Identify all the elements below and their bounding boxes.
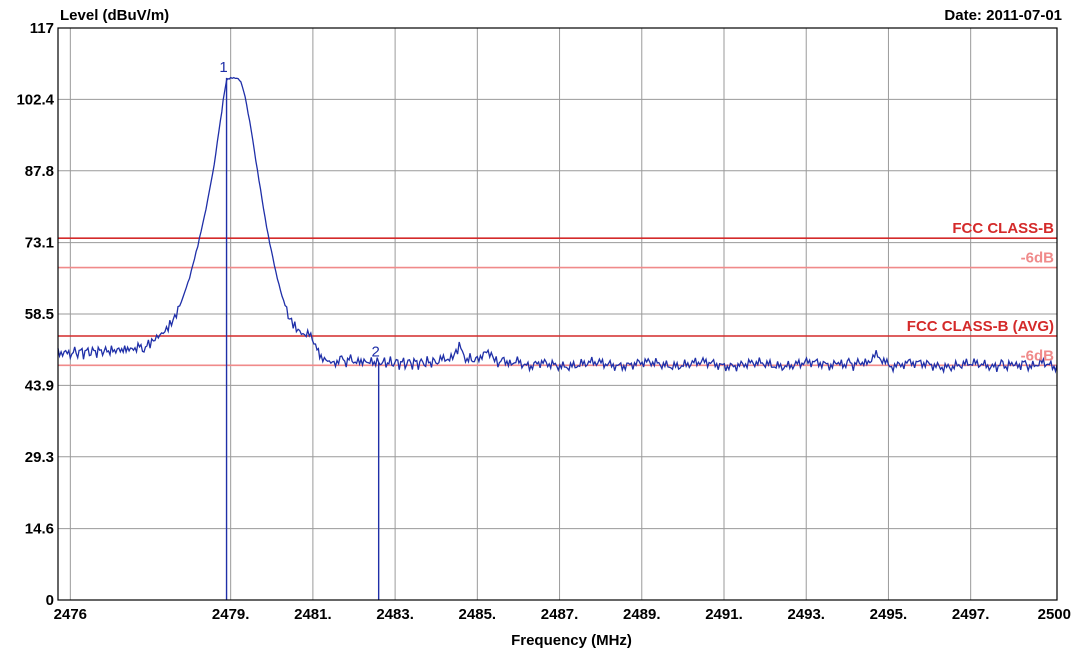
x-tick-labels: 2476 2479. 2481. 2483. 2485. 2487. 2489. 2491. 2… <box>54 606 1071 623</box>
marker-labels: 12 <box>219 59 379 361</box>
x-tick-label: 2485. <box>459 606 497 623</box>
x-tick-label: 2495. <box>870 606 908 623</box>
limit-label: -6dB <box>1021 347 1055 364</box>
x-tick-label: 2493. <box>787 606 825 623</box>
y-tick-label: 43.9 <box>25 377 54 394</box>
measurement-trace <box>57 76 1058 375</box>
marker-lines <box>225 77 380 600</box>
y-tick-label: 29.3 <box>25 449 54 466</box>
y-tick-label: 0 <box>46 592 54 609</box>
y-tick-label: 58.5 <box>25 306 54 323</box>
x-tick-label: 2487. <box>541 606 579 623</box>
x-tick-label: 2497. <box>952 606 990 623</box>
y-tick-labels: 0 14.6 29.3 43.9 58.5 73.1 87.8 102.4 117 <box>16 20 54 609</box>
x-tick-label: 2476 <box>54 606 87 623</box>
y-tick-label: 73.1 <box>25 235 54 252</box>
y-tick-label: 102.4 <box>16 91 54 108</box>
x-tick-label: 2491. <box>705 606 743 623</box>
limit-label: FCC CLASS-B (AVG) <box>907 318 1054 335</box>
y-axis-label: Level (dBuV/m) <box>60 7 170 24</box>
limit-lines <box>58 237 1057 367</box>
x-tick-label: 2479. <box>212 606 250 623</box>
plot-frame <box>57 27 1058 601</box>
grid-lines <box>58 28 1057 600</box>
x-tick-label: 2483. <box>376 606 414 623</box>
date-label: Date: 2011-07-01 <box>944 7 1062 24</box>
y-tick-label: 14.6 <box>25 521 54 538</box>
limit-label: -6dB <box>1021 250 1055 267</box>
x-tick-label: 2500 <box>1038 606 1071 623</box>
x-axis-label: Frequency (MHz) <box>511 632 632 649</box>
y-tick-label: 87.8 <box>25 163 54 180</box>
limit-label: FCC CLASS-B <box>952 220 1054 237</box>
x-tick-label: 2489. <box>623 606 661 623</box>
limit-labels: FCC CLASS-B -6dB FCC CLASS-B (AVG) -6dB <box>907 220 1054 364</box>
x-tick-label: 2481. <box>294 606 332 623</box>
marker-label: 2 <box>371 343 379 360</box>
marker-label: 1 <box>219 59 227 76</box>
y-tick-label: 117 <box>30 20 54 37</box>
